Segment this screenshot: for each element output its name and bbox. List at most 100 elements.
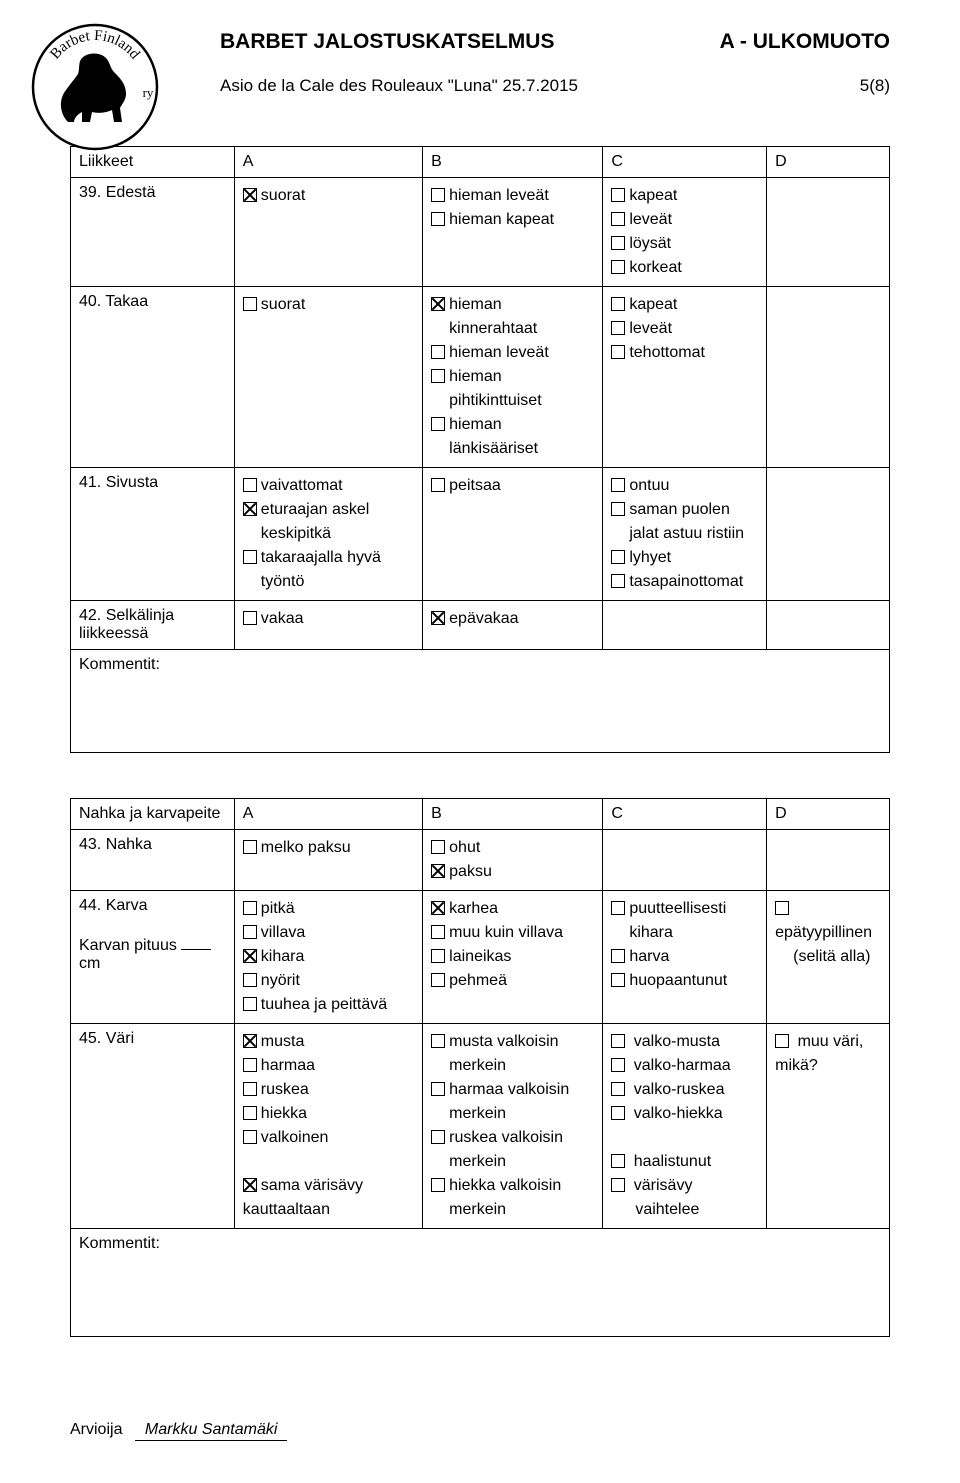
checkbox[interactable] (611, 345, 625, 359)
footer: Arvioija Markku Santamäki (70, 1421, 287, 1441)
option-text: musta (261, 1033, 305, 1050)
option-text: pitkä (261, 900, 295, 917)
checkbox[interactable] (243, 502, 257, 516)
checkbox[interactable] (611, 321, 625, 335)
checkbox[interactable] (243, 949, 257, 963)
checkbox[interactable] (243, 1034, 257, 1048)
checkbox[interactable] (431, 973, 445, 987)
option-text: länkisääriset (431, 437, 594, 461)
option-text: valkoinen (261, 1129, 329, 1146)
club-logo: Barbet Finland ry (30, 22, 160, 152)
checkbox[interactable] (431, 864, 445, 878)
option-text: sama värisävy (261, 1177, 363, 1194)
checkbox[interactable] (243, 901, 257, 915)
option-text: keskipitkä (243, 522, 414, 546)
checkbox[interactable] (611, 901, 625, 915)
checkbox[interactable] (243, 1130, 257, 1144)
checkbox[interactable] (611, 1034, 625, 1048)
checkbox[interactable] (431, 417, 445, 431)
option-text: kauttaaltaan (243, 1198, 414, 1222)
option-text: merkein (431, 1054, 594, 1078)
checkbox[interactable] (611, 297, 625, 311)
checkbox[interactable] (243, 1106, 257, 1120)
checkbox[interactable] (611, 236, 625, 250)
kommentit-row: Kommentit: (71, 650, 890, 753)
checkbox[interactable] (611, 1178, 625, 1192)
checkbox[interactable] (431, 188, 445, 202)
option-text: paksu (449, 863, 492, 880)
checkbox[interactable] (243, 1082, 257, 1096)
checkbox[interactable] (611, 1154, 625, 1168)
checkbox[interactable] (243, 611, 257, 625)
checkbox[interactable] (611, 188, 625, 202)
checkbox[interactable] (431, 297, 445, 311)
checkbox[interactable] (431, 611, 445, 625)
option-text: pihtikinttuiset (431, 389, 594, 413)
checkbox[interactable] (243, 1178, 257, 1192)
col-b: B (423, 799, 603, 830)
option-text: epävakaa (449, 610, 518, 627)
option-text: leveät (629, 211, 672, 228)
checkbox[interactable] (243, 840, 257, 854)
option-text: tehottomat (629, 344, 705, 361)
evaluator-name: Markku Santamäki (135, 1421, 288, 1441)
option-text: hieman leveät (449, 344, 549, 361)
checkbox[interactable] (243, 1058, 257, 1072)
length-blank[interactable] (181, 933, 211, 950)
checkbox[interactable] (431, 840, 445, 854)
option-text: kinnerahtaat (431, 317, 594, 341)
checkbox[interactable] (431, 1034, 445, 1048)
checkbox[interactable] (243, 550, 257, 564)
checkbox[interactable] (243, 478, 257, 492)
option-text: hieman kapeat (449, 211, 554, 228)
checkbox[interactable] (431, 478, 445, 492)
checkbox[interactable] (243, 997, 257, 1011)
option-text: tuuhea ja peittävä (261, 996, 387, 1013)
checkbox[interactable] (431, 1082, 445, 1096)
checkbox[interactable] (431, 1178, 445, 1192)
liikkeet-table: Liikkeet A B C D 39. Edestä suorat hiema… (70, 146, 890, 753)
option-text: melko paksu (261, 839, 351, 856)
checkbox[interactable] (611, 478, 625, 492)
checkbox[interactable] (431, 212, 445, 226)
checkbox[interactable] (431, 901, 445, 915)
checkbox[interactable] (611, 949, 625, 963)
checkbox[interactable] (243, 188, 257, 202)
checkbox[interactable] (243, 925, 257, 939)
checkbox[interactable] (611, 574, 625, 588)
checkbox[interactable] (611, 260, 625, 274)
row-43: 43. Nahka melko paksu ohutpaksu (71, 830, 890, 891)
checkbox[interactable] (431, 925, 445, 939)
option-text: huopaantunut (629, 972, 727, 989)
checkbox[interactable] (611, 1058, 625, 1072)
row-44-label: 44. Karva Karvan pituus cm (71, 891, 235, 1024)
checkbox[interactable] (611, 1106, 625, 1120)
checkbox[interactable] (611, 212, 625, 226)
option-text: löysät (629, 235, 671, 252)
checkbox[interactable] (611, 973, 625, 987)
checkbox[interactable] (243, 973, 257, 987)
option-text: kihara (611, 921, 758, 945)
option-text: karhea (449, 900, 498, 917)
col-a: A (234, 799, 422, 830)
checkbox[interactable] (431, 949, 445, 963)
evaluator-label: Arvioija (70, 1421, 122, 1438)
option-text: suorat (261, 296, 305, 313)
doc-title: BARBET JALOSTUSKATSELMUS (220, 30, 554, 54)
option-text: peitsaa (449, 477, 501, 494)
checkbox[interactable] (431, 345, 445, 359)
checkbox[interactable] (243, 297, 257, 311)
option-text: hieman (449, 416, 501, 433)
checkbox[interactable] (611, 1082, 625, 1096)
checkbox[interactable] (611, 550, 625, 564)
option-text: valko-musta (629, 1033, 720, 1050)
option-text: ruskea valkoisin (449, 1129, 563, 1146)
checkbox[interactable] (775, 1034, 789, 1048)
svg-text:ry: ry (143, 85, 154, 100)
checkbox[interactable] (611, 502, 625, 516)
page-header: BARBET JALOSTUSKATSELMUS A - ULKOMUOTO A… (220, 30, 890, 96)
checkbox[interactable] (431, 369, 445, 383)
checkbox[interactable] (431, 1130, 445, 1144)
checkbox[interactable] (775, 901, 789, 915)
option-text: nyörit (261, 972, 300, 989)
